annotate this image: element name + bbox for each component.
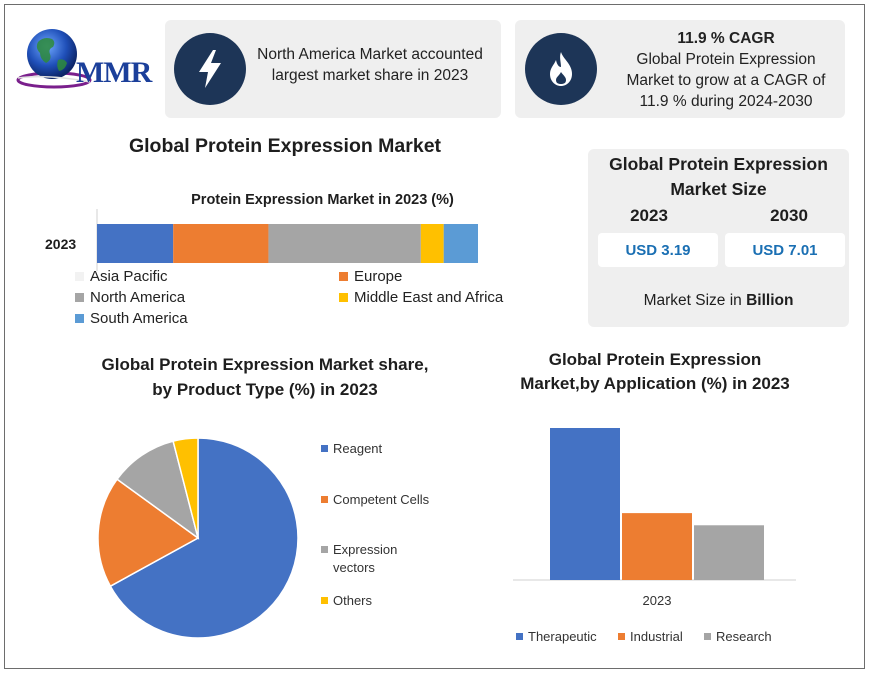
column-research (694, 525, 764, 580)
x-tick-label: 2023 (643, 593, 672, 608)
legend-label: Asia Pacific (90, 268, 168, 285)
value-2023: USD 3.19 (598, 233, 718, 267)
north-america-card: North America Market accounted largest m… (165, 20, 501, 118)
market-size-card: Global Protein Expression Market Size 20… (588, 149, 849, 327)
col-legend-industrial: Industrial (618, 629, 683, 644)
lightning-icon (199, 50, 221, 88)
col-legend-therapeutic: Therapeutic (516, 629, 597, 644)
legend-item-south-america: South America (75, 310, 188, 327)
pie-slice-expression-vectors (116, 440, 200, 540)
legend-item-asia-pacific: Asia Pacific (75, 268, 168, 285)
legend-swatch (339, 293, 348, 302)
pie-slice-competent-cells (97, 478, 200, 588)
flame-icon-badge (525, 33, 597, 105)
year-2030-label: 2030 (770, 206, 808, 225)
market-size-title: Global Protein Expression Market Size (609, 154, 828, 199)
regional-stacked-bar-chart: 2023 (45, 209, 478, 271)
cagr-title: 11.9 % CAGR (677, 30, 775, 47)
flame-icon (550, 52, 572, 86)
globe-icon (16, 29, 92, 89)
legend-label: Others (333, 593, 373, 608)
legend-label: Expression vectors (333, 542, 398, 575)
legend-label: Competent Cells (333, 492, 430, 507)
cagr-text-block: 11.9 % CAGR Global Protein Expression Ma… (611, 28, 841, 112)
pie-chart-title: Global Protein Expression Market share, … (101, 355, 429, 399)
legend-item-north-america: North America (75, 289, 185, 306)
legend-swatch (321, 496, 328, 503)
bar-segment-asia-pacific (97, 224, 174, 263)
legend-label: North America (90, 289, 186, 306)
legend-swatch (339, 272, 348, 281)
logo-text: MMR (76, 56, 152, 89)
legend-swatch (321, 445, 328, 452)
value-2030: USD 7.01 (725, 233, 845, 267)
legend-swatch (321, 597, 328, 604)
bar-segment-south-america (443, 224, 478, 263)
pie-legend-expression-vectors: Expression vectors (321, 541, 411, 577)
legend-label: Therapeutic (528, 629, 597, 644)
legend-swatch (75, 272, 84, 281)
lightning-icon-badge (174, 33, 246, 105)
column-industrial (622, 513, 692, 580)
legend-label: Middle East and Africa (354, 289, 504, 306)
col-legend-research: Research (704, 629, 772, 644)
mmr-logo: MMR (14, 20, 154, 94)
application-chart-title: Global Protein Expression Market,by Appl… (520, 350, 790, 393)
pie-slice-reagent (109, 437, 299, 639)
legend-item-middle-east-africa: Middle East and Africa (339, 289, 503, 306)
legend-label: Research (716, 629, 772, 644)
category-label: 2023 (45, 236, 76, 252)
legend-swatch (704, 633, 711, 640)
product-type-pie-chart (97, 437, 299, 639)
cagr-card: 11.9 % CAGR Global Protein Expression Ma… (515, 20, 845, 118)
legend-swatch (618, 633, 625, 640)
pie-slice-others (172, 437, 199, 539)
legend-label: Industrial (630, 629, 683, 644)
pie-legend-competent-cells: Competent Cells (321, 491, 429, 509)
unit-prefix: Market Size in (643, 292, 747, 309)
pie-legend-reagent: Reagent (321, 440, 382, 458)
cagr-description: Global Protein Expression Market to grow… (626, 51, 826, 110)
bar-segment-north-america (268, 224, 421, 263)
bar-segment-middle-east-and-africa (420, 224, 444, 263)
market-size-unit: Market Size in Billion (588, 292, 849, 310)
column-therapeutic (550, 428, 620, 580)
legend-label: Europe (354, 268, 403, 285)
infographic-frame (4, 4, 865, 669)
year-2023-label: 2023 (630, 206, 668, 225)
north-america-text: North America Market accounted largest m… (257, 46, 483, 84)
unit-bold: Billion (746, 292, 794, 309)
stacked-bar-title: Protein Expression Market in 2023 (%) (191, 192, 454, 208)
pie-legend-others: Others (321, 592, 372, 610)
legend-label: Reagent (333, 441, 383, 456)
legend-swatch (321, 546, 328, 553)
bar-segment-europe (173, 224, 269, 263)
legend-swatch (516, 633, 523, 640)
main-title: Global Protein Expression Market (128, 135, 442, 157)
application-column-chart: 2023 (513, 428, 796, 608)
legend-label: South America (90, 310, 188, 327)
legend-item-europe: Europe (339, 268, 402, 285)
legend-swatch (75, 293, 84, 302)
legend-swatch (75, 314, 84, 323)
